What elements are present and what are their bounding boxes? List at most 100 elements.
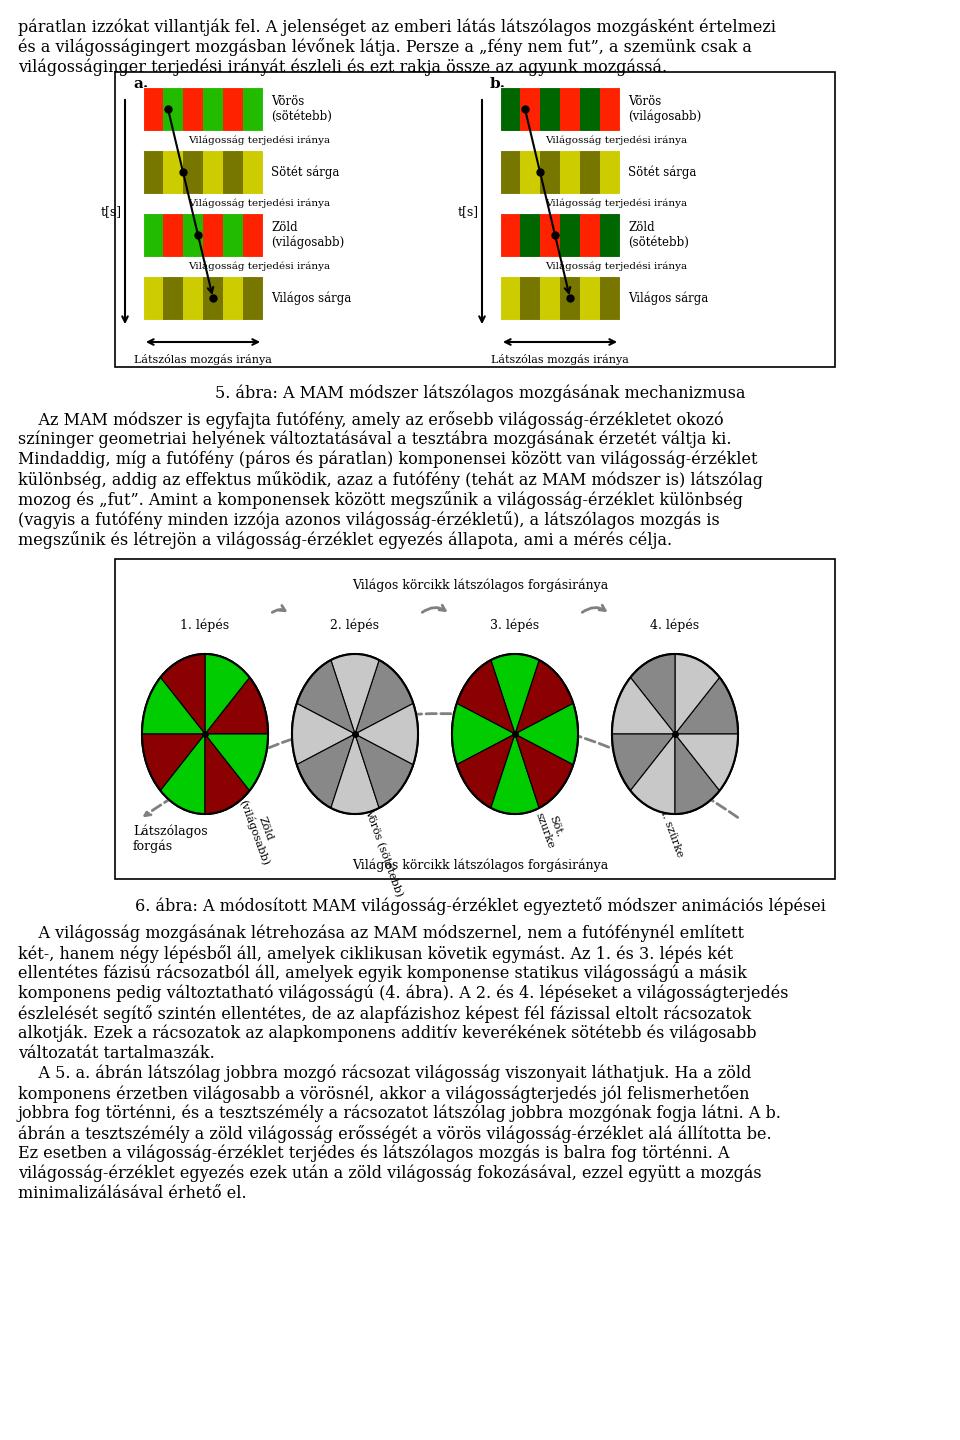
Text: Vörös
(sötétebb): Vörös (sötétebb) bbox=[271, 95, 332, 122]
Text: Zöld
(sötétebb): Zöld (sötétebb) bbox=[628, 220, 689, 249]
Polygon shape bbox=[515, 703, 578, 765]
Polygon shape bbox=[297, 660, 355, 734]
Text: Vörös (sötétebb): Vörös (sötétebb) bbox=[364, 806, 406, 897]
Text: mozog és „fut”. Amint a komponensek között megszűnik a világosság-érzéklet külön: mozog és „fut”. Amint a komponensek közö… bbox=[18, 491, 743, 508]
Polygon shape bbox=[205, 734, 268, 791]
Text: komponens érzetben világosabb a vörösnél, akkor a világosságterjedés jól felisme: komponens érzetben világosabb a vörösnél… bbox=[18, 1084, 750, 1103]
Bar bbox=[600, 276, 620, 320]
Bar bbox=[600, 213, 620, 256]
Polygon shape bbox=[331, 734, 379, 814]
Bar bbox=[500, 276, 520, 320]
Text: 5. ábra: A MAM módszer látszólagos mozgásának mechanizmusa: 5. ábra: A MAM módszer látszólagos mozgá… bbox=[215, 384, 745, 403]
Bar bbox=[243, 276, 263, 320]
Text: A világosság mozgásának létrehozása az MAM módszernel, nem a futófénynél említet: A világosság mozgásának létrehozása az M… bbox=[18, 924, 744, 943]
Bar bbox=[223, 86, 243, 131]
Text: Mindaddig, míg a futófény (páros és páratlan) komponensei között van világosság-: Mindaddig, míg a futófény (páros és pára… bbox=[18, 451, 757, 468]
Text: alkotják. Ezek a rácsozatok az alapkomponens additív keverékének sötétebb és vil: alkotják. Ezek a rácsozatok az alapkompo… bbox=[18, 1025, 756, 1043]
Bar bbox=[143, 86, 263, 131]
Text: Vil. szürke: Vil. szürke bbox=[655, 799, 684, 858]
Bar bbox=[115, 72, 835, 367]
Bar bbox=[520, 150, 540, 194]
Text: Világos sárga: Világos sárga bbox=[628, 291, 708, 305]
Bar bbox=[540, 86, 560, 131]
Text: Világos körcikk látszólagos forgásiránya: Világos körcikk látszólagos forgásiránya bbox=[352, 860, 608, 873]
Bar bbox=[560, 86, 580, 131]
Bar bbox=[520, 86, 540, 131]
Text: minimalizálásával érhető el.: minimalizálásával érhető el. bbox=[18, 1185, 247, 1202]
Bar bbox=[560, 213, 580, 256]
Bar bbox=[183, 86, 203, 131]
Bar bbox=[163, 150, 183, 194]
Text: Világosság terjedési iránya: Világosság terjedési iránya bbox=[188, 261, 330, 271]
Text: b.: b. bbox=[490, 76, 506, 91]
Bar bbox=[183, 150, 203, 194]
Polygon shape bbox=[297, 734, 355, 808]
Polygon shape bbox=[205, 677, 268, 734]
Text: Világos sárga: Világos sárga bbox=[271, 291, 351, 305]
Polygon shape bbox=[612, 677, 675, 734]
Bar bbox=[500, 213, 520, 256]
Bar bbox=[143, 150, 263, 194]
Bar bbox=[115, 559, 835, 878]
Bar bbox=[520, 213, 540, 256]
Polygon shape bbox=[160, 734, 205, 814]
Text: észlelését segítő szintén ellentétes, de az alapfázishoz képest fél fázissal elt: észlelését segítő szintén ellentétes, de… bbox=[18, 1005, 752, 1022]
Bar bbox=[540, 213, 560, 256]
Bar bbox=[500, 86, 520, 131]
Bar bbox=[163, 213, 183, 256]
Bar bbox=[243, 213, 263, 256]
Bar bbox=[600, 150, 620, 194]
Bar bbox=[143, 276, 263, 320]
Bar bbox=[143, 213, 263, 256]
Bar bbox=[500, 86, 620, 131]
Text: ábrán a tesztszémély a zöld világosság erősségét a vörös világosság-érzéklet alá: ábrán a tesztszémély a zöld világosság e… bbox=[18, 1125, 772, 1143]
Text: Ez esetben a világosság-érzéklet terjédes és látszólagos mozgás is balra fog tör: Ez esetben a világosság-érzéklet terjéde… bbox=[18, 1145, 730, 1162]
Polygon shape bbox=[452, 703, 515, 765]
Text: Zöld
(világosabb): Zöld (világosabb) bbox=[237, 793, 282, 867]
Bar bbox=[223, 276, 243, 320]
Polygon shape bbox=[355, 660, 413, 734]
Text: Világosság terjedési iránya: Világosság terjedési iránya bbox=[188, 199, 330, 207]
Bar bbox=[243, 86, 263, 131]
Bar bbox=[203, 150, 223, 194]
Text: t[s]: t[s] bbox=[457, 206, 479, 219]
Bar bbox=[203, 213, 223, 256]
Polygon shape bbox=[515, 734, 573, 808]
Bar bbox=[580, 86, 600, 131]
Bar bbox=[143, 150, 163, 194]
Polygon shape bbox=[355, 734, 413, 808]
Polygon shape bbox=[292, 703, 355, 765]
Polygon shape bbox=[675, 654, 720, 734]
Polygon shape bbox=[457, 734, 515, 808]
Polygon shape bbox=[631, 654, 675, 734]
Polygon shape bbox=[491, 654, 540, 734]
Text: Zöld
(világosabb): Zöld (világosabb) bbox=[271, 220, 345, 249]
Polygon shape bbox=[142, 734, 205, 791]
Text: világosságinger terjedési irányát észleli és ezt rakja össze az agyunk mozgássá.: világosságinger terjedési irányát észlel… bbox=[18, 58, 667, 75]
Polygon shape bbox=[612, 734, 675, 791]
Bar bbox=[500, 150, 620, 194]
Polygon shape bbox=[142, 677, 205, 734]
Polygon shape bbox=[355, 703, 418, 765]
Text: Látszólagos
forgás: Látszólagos forgás bbox=[133, 824, 207, 852]
Text: Sötét sárga: Sötét sárga bbox=[628, 166, 696, 179]
Bar bbox=[500, 213, 620, 256]
Text: a.: a. bbox=[133, 76, 148, 91]
Text: Világos körcikk látszólagos forgásiránya: Világos körcikk látszólagos forgásiránya bbox=[352, 579, 608, 592]
Bar bbox=[183, 276, 203, 320]
Bar bbox=[540, 276, 560, 320]
Ellipse shape bbox=[612, 654, 738, 814]
Bar bbox=[580, 276, 600, 320]
Polygon shape bbox=[631, 734, 675, 814]
Text: páratlan izzókat villantják fel. A jelenséget az emberi látás látszólagos mozgás: páratlan izzókat villantják fel. A jelen… bbox=[18, 17, 776, 36]
Text: 1. lépés: 1. lépés bbox=[180, 619, 229, 632]
Text: Világosság terjedési iránya: Világosság terjedési iránya bbox=[545, 135, 687, 145]
Text: Vörös
(világosabb): Vörös (világosabb) bbox=[628, 95, 701, 124]
Text: 6. ábra: A módosított MAM világosság-érzéklet egyeztető módszer animációs lépése: 6. ábra: A módosított MAM világosság-érz… bbox=[134, 897, 826, 914]
Text: jobbra fog történni, és a tesztszémély a rácsozatot látszólag jobbra mozgónak fo: jobbra fog történni, és a tesztszémély a… bbox=[18, 1104, 781, 1123]
Bar bbox=[560, 150, 580, 194]
Bar bbox=[143, 213, 163, 256]
Bar bbox=[580, 213, 600, 256]
Bar bbox=[183, 213, 203, 256]
Text: Az MAM módszer is egyfajta futófény, amely az erősebb világosság-érzékletet okoz: Az MAM módszer is egyfajta futófény, ame… bbox=[18, 410, 724, 429]
